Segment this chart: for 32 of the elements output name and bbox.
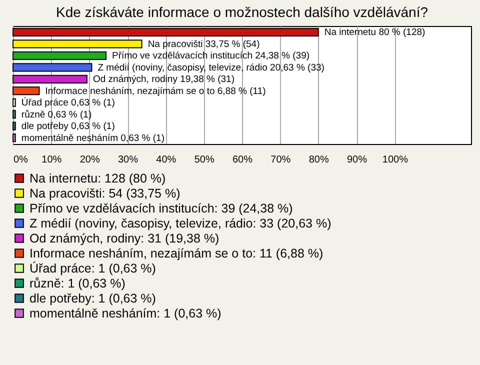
- legend-label: momentálně nesháním: 1 (0,63 %): [30, 306, 222, 320]
- data-label: Z médií (noviny, časopisy, televize, rádio 20,63 % (33): [98, 62, 324, 74]
- data-label: dle potřeby 0,63 % (1): [21, 121, 115, 132]
- data-label: různě 0,63 % (1): [21, 109, 92, 120]
- x-tick-label: 70%: [270, 154, 291, 166]
- x-tick-label: 10%: [42, 154, 62, 166]
- x-tick-label: 50%: [194, 154, 214, 166]
- data-label: Přímo ve vzdělávacích institucích 24,38 % (39): [112, 50, 310, 62]
- data-label: Na internetu 80 % (128): [324, 27, 426, 38]
- data-label: momentálně nesháním 0,63 % (1): [21, 132, 165, 144]
- legend-label: Na pracovišti: 54 (33,75 %): [30, 186, 180, 200]
- legend-label: Úřad práce: 1 (0,63 %): [30, 261, 156, 276]
- x-tick-label: 100%: [382, 154, 408, 166]
- legend-label: Informace nesháním, nezajímám se o to: 11 (6,88 %): [30, 246, 324, 260]
- data-label: Úřad práce 0,63 % (1): [21, 96, 115, 109]
- x-tick-label: 60%: [232, 154, 253, 166]
- x-tick-label: 80%: [308, 154, 329, 166]
- x-tick-label: 40%: [156, 154, 176, 166]
- data-label: Na pracovišti 33,75 % (54): [148, 38, 260, 50]
- x-tick-label: 30%: [118, 154, 138, 166]
- data-label: Informace nesháním, nezajímám se o to 6,88 % (11): [45, 86, 266, 97]
- x-tick-label: 20%: [80, 154, 100, 166]
- legend-label: Přímo ve vzdělávacích institucích: 39 (24,38 %): [30, 201, 293, 216]
- legend-label: Na internetu: 128 (80 %): [30, 171, 166, 186]
- x-tick-label: 90%: [346, 154, 368, 166]
- legend-label: Od známých, rodiny: 31 (19,38 %): [30, 231, 220, 246]
- data-label: Od známých, rodiny 19,38 % (31): [92, 74, 234, 86]
- legend-label: Z médií (noviny, časopisy, televize, rádio: 33 (20,63 %): [30, 216, 332, 230]
- chart-title: Kde získáváte informace o možnostech dalšího vzdělávání?: [56, 4, 428, 20]
- x-tick-label: 0%: [14, 154, 28, 166]
- legend-label: různě: 1 (0,63 %): [30, 276, 126, 290]
- legend-label: dle potřeby: 1 (0,63 %): [30, 291, 156, 306]
